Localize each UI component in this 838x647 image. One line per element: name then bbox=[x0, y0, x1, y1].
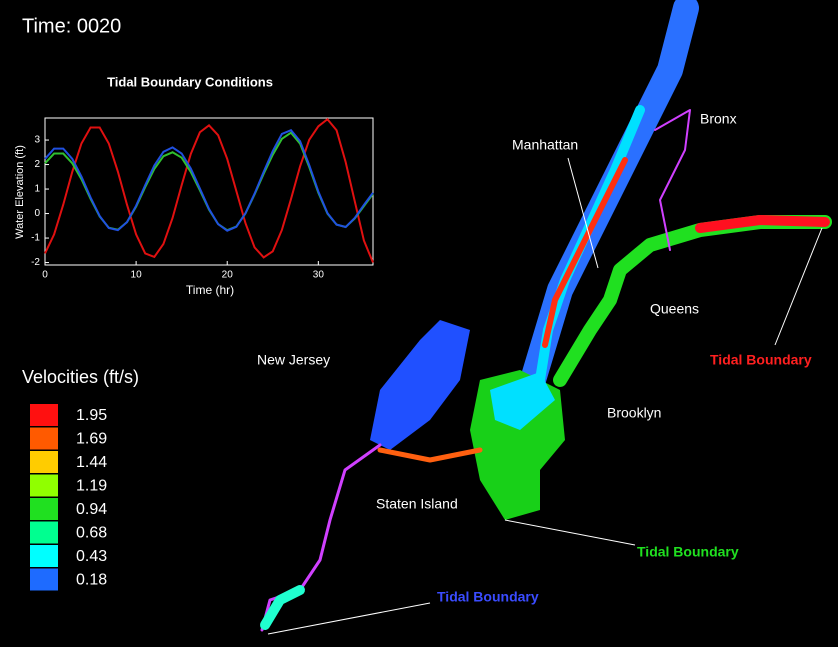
x-tick-label: 20 bbox=[222, 270, 234, 281]
leader-line bbox=[774, 227, 823, 346]
legend-swatch bbox=[30, 474, 58, 497]
legend-value: 0.68 bbox=[76, 525, 107, 542]
place-label: New Jersey bbox=[257, 352, 330, 368]
time-label: Time: 0020 bbox=[22, 15, 121, 37]
east-river-fast bbox=[695, 215, 830, 233]
newark-bay bbox=[370, 320, 470, 450]
place-label: Queens bbox=[650, 301, 699, 317]
legend-swatch bbox=[30, 427, 58, 450]
legend-swatch bbox=[30, 404, 58, 426]
legend-swatch bbox=[30, 568, 58, 591]
plot-frame bbox=[44, 117, 374, 266]
legend-swatch bbox=[30, 498, 58, 520]
place-label: Staten Island bbox=[376, 496, 458, 512]
upper-bay-channel bbox=[490, 372, 555, 430]
legend-value: 1.95 bbox=[76, 407, 107, 424]
y-tick-label: -1 bbox=[31, 233, 40, 244]
place-label: Bronx bbox=[700, 111, 737, 127]
y-tick-label: 1 bbox=[34, 184, 40, 195]
y-tick-label: -2 bbox=[31, 257, 40, 268]
bronx-river bbox=[654, 109, 691, 251]
place-label: Manhattan bbox=[512, 137, 578, 153]
tide-line bbox=[44, 117, 374, 263]
boundary-label: Tidal Boundary bbox=[437, 589, 539, 605]
legend-value: 0.18 bbox=[76, 572, 107, 589]
leader-lines bbox=[267, 157, 823, 635]
leader-line bbox=[567, 157, 599, 269]
legend-value: 0.43 bbox=[76, 548, 107, 565]
place-label: Brooklyn bbox=[607, 405, 661, 421]
water-map bbox=[260, 0, 832, 632]
boundary-label: Tidal Boundary bbox=[710, 352, 812, 368]
hudson-fast bbox=[542, 157, 628, 348]
kill-van-kull bbox=[377, 447, 483, 463]
chart-title: Tidal Boundary Conditions bbox=[107, 74, 273, 89]
x-axis-label: Time (hr) bbox=[186, 283, 234, 297]
tide-line bbox=[44, 129, 374, 232]
legend-value: 0.94 bbox=[76, 501, 107, 518]
y-tick-label: 3 bbox=[34, 135, 40, 146]
arthur-kill bbox=[260, 443, 382, 632]
legend-title: Velocities (ft/s) bbox=[22, 367, 139, 387]
x-tick-label: 30 bbox=[313, 270, 325, 281]
boundary-label: Tidal Boundary bbox=[637, 544, 739, 560]
x-tick-label: 0 bbox=[42, 270, 48, 281]
y-axis-label: Water Elevation (ft) bbox=[14, 145, 26, 239]
legend-value: 1.44 bbox=[76, 454, 107, 471]
x-tick-label: 10 bbox=[131, 270, 143, 281]
legend-swatch bbox=[30, 451, 58, 473]
legend-swatch bbox=[30, 545, 58, 567]
leader-line bbox=[504, 519, 636, 546]
leader-line bbox=[267, 602, 431, 635]
y-tick-label: 2 bbox=[34, 159, 40, 170]
legend-swatch bbox=[30, 521, 58, 544]
legend-value: 1.19 bbox=[76, 478, 107, 495]
raritan-reach bbox=[260, 585, 305, 630]
y-tick-label: 0 bbox=[34, 208, 40, 219]
legend-value: 1.69 bbox=[76, 431, 107, 448]
